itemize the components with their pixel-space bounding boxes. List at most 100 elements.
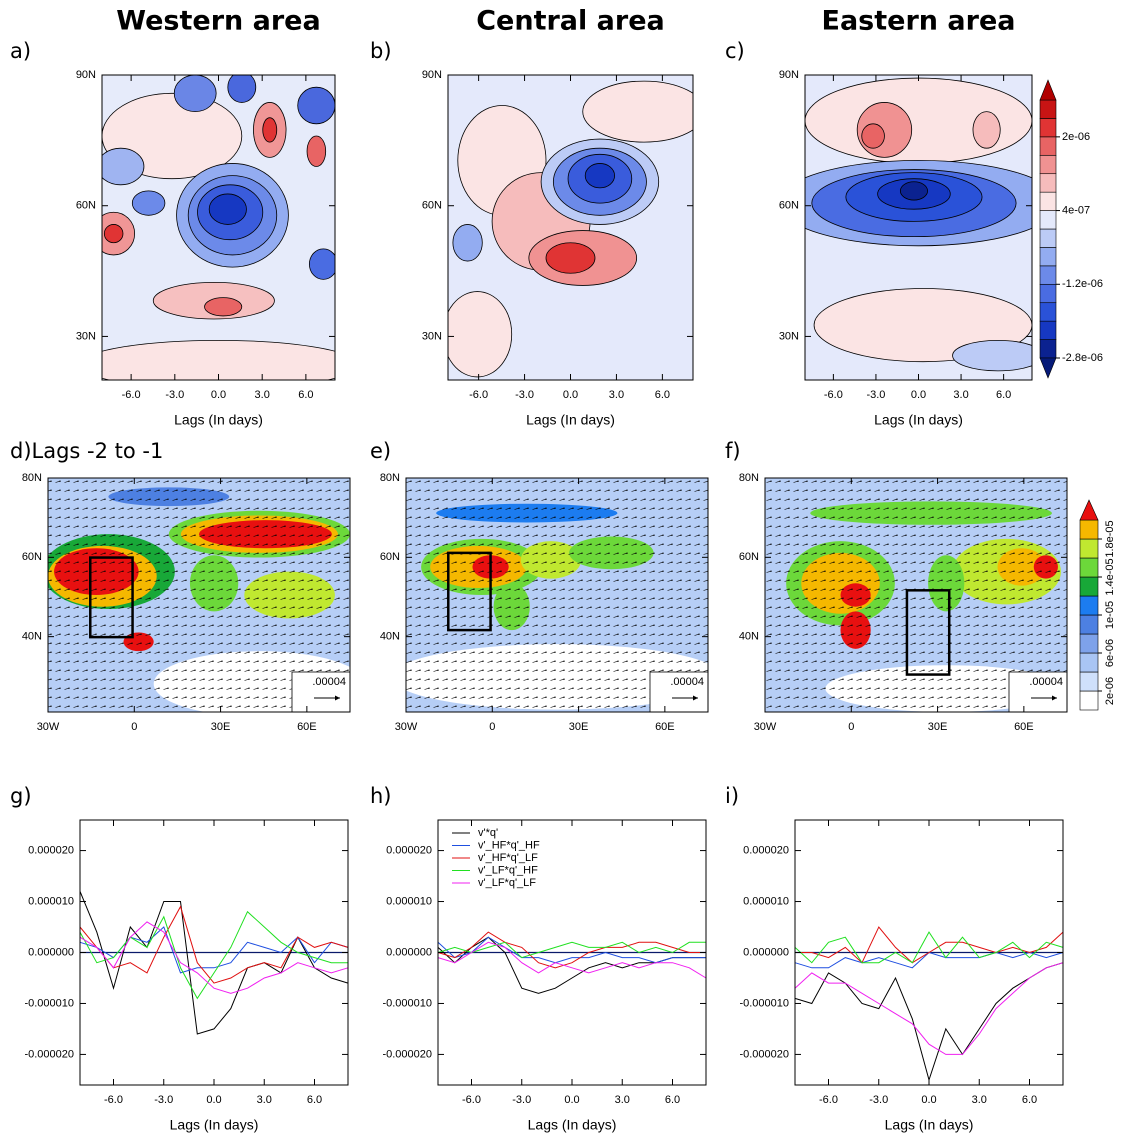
x-tick-label: 6.0 — [665, 1094, 680, 1106]
x-tick-label: 0.0 — [211, 389, 226, 401]
colorbar-bin — [1079, 538, 1099, 559]
x-tick-label: 30W — [37, 721, 60, 733]
field-contour — [132, 191, 165, 215]
reference-label: .00004 — [1029, 676, 1063, 688]
y-tick-label: 0.000000 — [386, 946, 432, 958]
x-axis-label: Lags (In days) — [526, 412, 615, 428]
field-contour — [900, 182, 927, 200]
reference-box — [291, 671, 351, 713]
x-tick-label: -6.0 — [104, 1094, 123, 1106]
field — [102, 75, 335, 380]
colorbar-bin — [1079, 519, 1099, 540]
field-contour — [209, 194, 246, 225]
y-tick-label: 80N — [22, 472, 42, 484]
field-contour — [448, 292, 512, 377]
x-tick-label: 30E — [928, 721, 948, 733]
x-tick-label: -3.0 — [154, 1094, 173, 1106]
panel-label: a) — [10, 39, 31, 63]
field-contour — [102, 340, 335, 380]
panel-label: b) — [370, 39, 392, 63]
y-tick-label: -0.000010 — [382, 997, 432, 1009]
x-axis-label: Lags (In days) — [874, 412, 963, 428]
x-tick-label: 0.0 — [921, 1094, 936, 1106]
y-tick-label: 90N — [76, 69, 96, 81]
x-tick-label: -3.0 — [869, 1094, 888, 1106]
panel-label: e) — [370, 439, 391, 463]
y-tick-label: 40N — [380, 631, 400, 643]
series-line — [794, 962, 1064, 1082]
y-tick-label: 60N — [380, 551, 400, 563]
x-tick-label: 0.0 — [911, 389, 926, 401]
x-tick-label: -6.0 — [819, 1094, 838, 1106]
y-tick-label: 0.000020 — [743, 844, 789, 856]
y-tick-label: 60N — [76, 200, 96, 212]
colorbar-bin — [1079, 671, 1099, 692]
field-contour — [973, 112, 1000, 149]
plot-frame — [764, 477, 1068, 713]
series-line — [794, 931, 1064, 964]
reference-arrowhead — [693, 695, 698, 701]
colorbar-label: 2e-06 — [1104, 677, 1116, 705]
y-tick-label: 60N — [739, 551, 759, 563]
x-tick-label: 60E — [297, 721, 317, 733]
field-contour — [102, 148, 144, 185]
x-tick-label: -6.0 — [462, 1094, 481, 1106]
y-tick-label: 40N — [739, 631, 759, 643]
panel-title: Central area — [476, 6, 665, 37]
colorbar-label: 1.8e-05 — [1104, 520, 1116, 557]
x-tick-label: 3.0 — [615, 1094, 630, 1106]
x-tick-label: 6.0 — [307, 1094, 322, 1106]
x-tick-label: 3.0 — [972, 1094, 987, 1106]
legend-label: v'_LF*q'_LF — [478, 877, 536, 889]
colorbar-under — [1039, 357, 1057, 379]
panel-label: d)Lags -2 to -1 — [10, 439, 163, 463]
x-tick-label: 0 — [131, 721, 137, 733]
colorbar-label: 1e-05 — [1104, 601, 1116, 629]
colorbar-over — [1039, 79, 1057, 101]
x-tick-label: 3.0 — [953, 389, 968, 401]
panel-label: f) — [725, 439, 741, 463]
colorbar-label: 2e-06 — [1062, 131, 1090, 143]
x-tick-label: -6.0 — [469, 389, 488, 401]
field-contour — [174, 75, 216, 112]
y-tick-label: 0.000000 — [743, 946, 789, 958]
x-tick-label: 30W — [395, 721, 418, 733]
colorbar-label: 6e-06 — [1104, 639, 1116, 667]
colorbar-label: 1.4e-05 — [1104, 558, 1116, 595]
colorbar-bin — [1039, 228, 1057, 248]
x-tick-label: -6.0 — [122, 389, 141, 401]
x-tick-label: 30E — [211, 721, 231, 733]
field-contour — [862, 124, 885, 148]
colorbar-bin — [1039, 283, 1057, 304]
y-tick-label: 30N — [422, 330, 442, 342]
colorbar-bin — [1039, 302, 1057, 322]
series-line — [79, 905, 349, 984]
x-tick-label: 0 — [489, 721, 495, 733]
y-tick-label: 30N — [779, 330, 799, 342]
series-line — [794, 951, 1064, 969]
colorbar-bin — [1039, 118, 1057, 138]
panel-label: i) — [725, 784, 739, 808]
x-tick-label: -6.0 — [824, 389, 843, 401]
y-tick-label: -0.000020 — [739, 1048, 789, 1060]
panel-title: Western area — [116, 6, 320, 37]
reference-arrowhead — [335, 695, 340, 701]
field-contour — [104, 224, 123, 242]
plot-frame — [405, 477, 709, 713]
colorbar-label: 4e-07 — [1062, 204, 1090, 216]
x-tick-label: 60E — [655, 721, 675, 733]
series-line — [79, 910, 348, 1000]
series-line — [437, 941, 706, 959]
y-tick-label: 0.000020 — [386, 844, 432, 856]
field-contour — [546, 243, 595, 274]
x-tick-label: 30E — [569, 721, 589, 733]
field-contour — [298, 87, 335, 124]
y-tick-label: 90N — [422, 69, 442, 81]
plot-frame — [47, 477, 351, 713]
field — [448, 75, 693, 380]
legend-label: v'_LF*q'_HF — [478, 864, 538, 876]
x-tick-label: 0.0 — [206, 1094, 221, 1106]
x-axis-label: Lags (In days) — [885, 1117, 974, 1133]
y-tick-label: 0.000020 — [28, 844, 74, 856]
colorbar-label: -1.2e-06 — [1062, 278, 1103, 290]
